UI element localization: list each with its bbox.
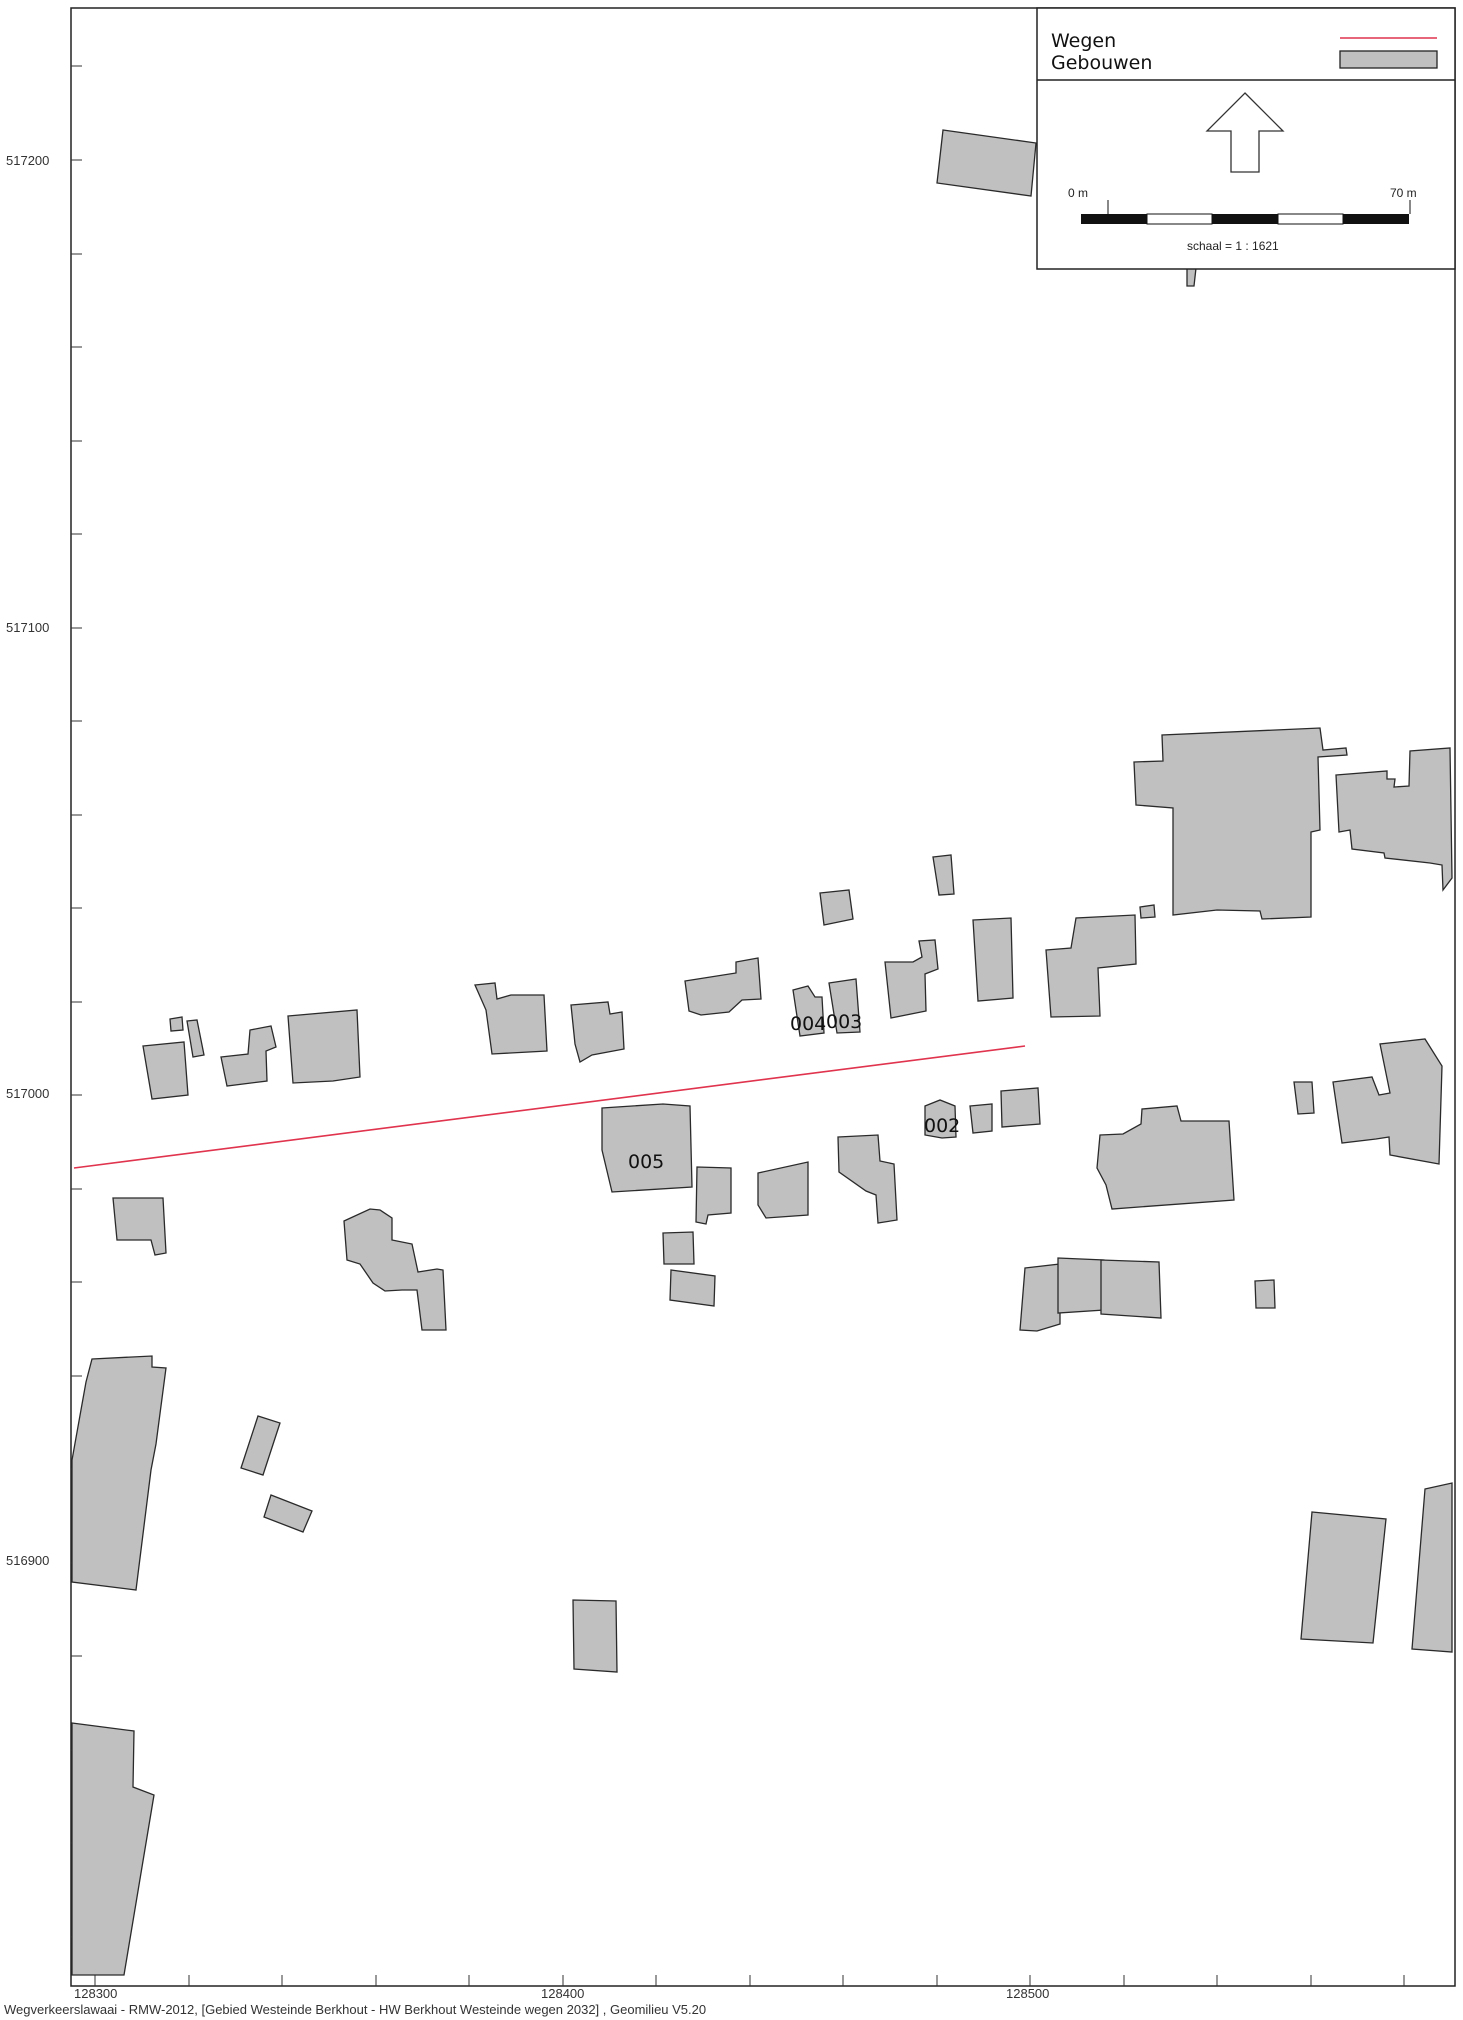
- legend-item-gebouwen: Gebouwen: [1051, 52, 1152, 74]
- building: [112, 1197, 167, 1256]
- building: [263, 1494, 313, 1533]
- building: [570, 1001, 625, 1063]
- building-label-004: 004: [790, 1013, 826, 1035]
- building: [662, 1231, 695, 1265]
- building: [1300, 1511, 1387, 1644]
- building: [240, 1415, 281, 1476]
- y-axis-ticks: [71, 65, 82, 1938]
- building: [474, 982, 548, 1055]
- building: [1096, 1105, 1235, 1210]
- building: [969, 1103, 993, 1134]
- building: [819, 889, 854, 926]
- building: [1332, 1038, 1443, 1165]
- buildings-layer: [71, 129, 1453, 1976]
- footer-text: Wegverkeerslawaai - RMW-2012, [Gebied We…: [4, 2002, 706, 2017]
- building: [220, 1025, 277, 1087]
- building: [71, 1355, 167, 1591]
- scale-end-label: 70 m: [1390, 186, 1417, 200]
- building: [169, 1016, 184, 1032]
- road-line: [73, 1045, 1026, 1169]
- y-tick-label: 517000: [6, 1086, 49, 1101]
- building: [1254, 1279, 1276, 1309]
- y-tick-label: 516900: [6, 1553, 49, 1568]
- legend-item-wegen: Wegen: [1051, 30, 1116, 52]
- building: [932, 854, 955, 896]
- x-axis-ticks: [94, 1975, 1405, 1986]
- building: [1045, 914, 1137, 1018]
- scale-text: schaal = 1 : 1621: [1187, 239, 1279, 253]
- building: [572, 1599, 618, 1673]
- building: [343, 1208, 447, 1331]
- map-frame: [70, 7, 1456, 1987]
- y-tick-label: 517200: [6, 153, 49, 168]
- building-label-002: 002: [924, 1115, 960, 1137]
- building: [972, 917, 1014, 1002]
- building: [924, 1099, 957, 1139]
- y-tick-label: 517100: [6, 620, 49, 635]
- building-label-003: 003: [826, 1011, 862, 1033]
- building: [684, 957, 762, 1016]
- building: [757, 1161, 809, 1219]
- building: [936, 129, 1037, 197]
- building-label-005: 005: [628, 1151, 664, 1173]
- building: [1139, 904, 1156, 919]
- building: [1411, 1482, 1453, 1653]
- building: [1000, 1087, 1041, 1128]
- scale-bar: [1081, 200, 1411, 225]
- building: [287, 1009, 361, 1084]
- north-arrow-icon: [1205, 92, 1285, 173]
- building: [1057, 1257, 1105, 1314]
- building: [1335, 747, 1453, 892]
- building: [884, 939, 939, 1019]
- building: [1186, 267, 1197, 287]
- building: [1019, 1263, 1061, 1332]
- building: [828, 978, 861, 1034]
- building: [1133, 727, 1348, 920]
- building: [1293, 1081, 1315, 1115]
- building: [695, 1166, 732, 1225]
- building: [142, 1041, 189, 1100]
- building: [1100, 1259, 1162, 1319]
- x-tick-label: 128300: [74, 1986, 117, 2001]
- scale-start-label: 0 m: [1068, 186, 1088, 200]
- grey-box-icon: [1339, 50, 1438, 69]
- building: [669, 1269, 716, 1307]
- building: [601, 1103, 693, 1193]
- building: [837, 1134, 898, 1224]
- legend: Wegen Gebouwen 0 m 70 m schaal = 1 : 162…: [1036, 7, 1456, 270]
- x-tick-label: 128500: [1006, 1986, 1049, 2001]
- x-tick-label: 128400: [541, 1986, 584, 2001]
- building: [792, 985, 825, 1037]
- building: [186, 1019, 205, 1058]
- building: [71, 1722, 155, 1976]
